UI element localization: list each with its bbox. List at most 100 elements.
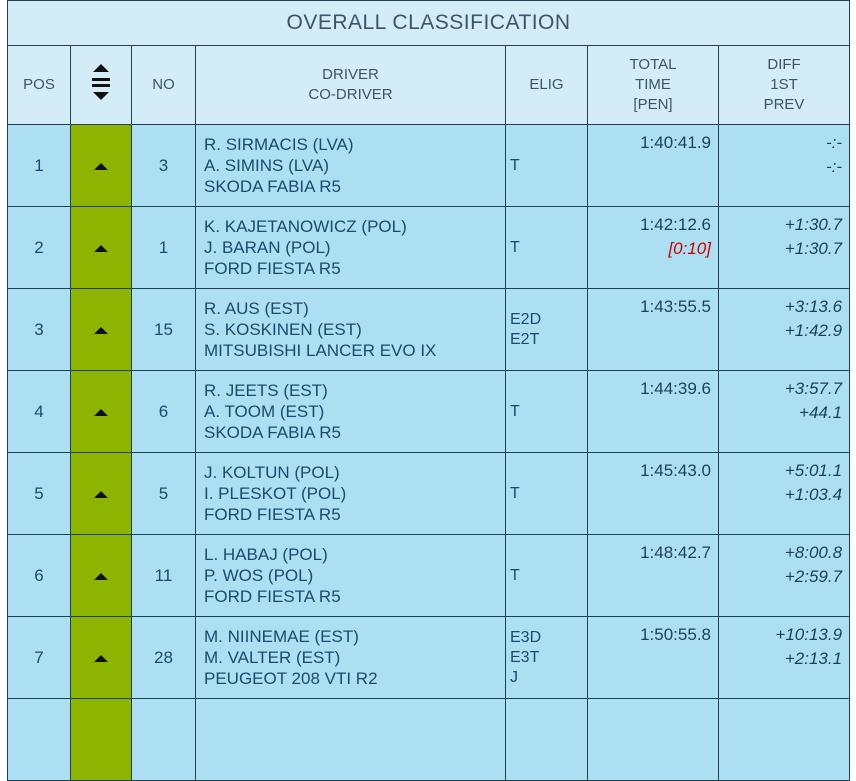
result-row: 2 1 K. KAJETANOWICZ (POL) J. BARAN (POL) FOR…: [7, 206, 851, 289]
crew: M. NIINEMAE (EST) M. VALTER (EST) PEUGEOT …: [195, 616, 506, 699]
position-change: [70, 288, 132, 371]
crew: J. KOLTUN (POL) I. PLESKOT (POL) FORD FIES…: [195, 452, 506, 535]
position-change: [70, 370, 132, 453]
text-line: -:-: [826, 157, 843, 176]
result-row: 7 28 M. NIINEMAE (EST) M. VALTER (EST) PEUGE…: [7, 616, 851, 699]
cell: [195, 698, 506, 781]
text-line: FORD FIESTA R5: [204, 587, 341, 606]
car-number: 5: [131, 452, 196, 535]
text-line: +1:30.7: [784, 215, 843, 234]
time-value: 1:44:39.6: [640, 379, 711, 398]
sort-icon-part: [93, 64, 109, 72]
car-number: 3: [131, 124, 196, 207]
text-line: T: [510, 484, 520, 502]
car-number: 15: [131, 288, 196, 371]
result-row: 4 6 R. JEETS (EST) A. TOOM (EST) SKODA FABIA…: [7, 370, 851, 453]
text-line: T: [510, 238, 520, 256]
column-header: ELIG: [505, 45, 588, 125]
text-line: PEUGEOT 208 VTI R2: [204, 669, 378, 688]
total-time: 1:42:12.6 [0:10]: [587, 206, 719, 289]
text-line: -:-: [826, 133, 843, 152]
difference: +1:30.7 +1:30.7: [717, 206, 851, 289]
crew: K. KAJETANOWICZ (POL) J. BARAN (POL) FORD …: [195, 206, 506, 289]
text-line: E3T: [510, 648, 540, 666]
time-value: 1:48:42.7: [640, 543, 711, 562]
text-line: R. SIRMACIS (LVA): [204, 135, 354, 154]
eligibility: T: [505, 452, 588, 535]
text-line: M. VALTER (EST): [204, 648, 341, 667]
cell: [7, 698, 71, 781]
column-header-row: POS NO DRIVER CO-DRIVER ELIG TOTAL TIME [PEN] DI…: [7, 45, 851, 125]
text-line: T: [510, 402, 520, 420]
difference: +3:13.6 +1:42.9: [717, 288, 851, 371]
text-line: T: [510, 566, 520, 584]
text-line: +2:13.1: [784, 649, 843, 668]
time-value: 1:45:43.0: [640, 461, 711, 480]
text-line: R. JEETS (EST): [204, 381, 328, 400]
column-header: DRIVER CO-DRIVER: [195, 45, 506, 125]
result-row: 6 11 L. HABAJ (POL) P. WOS (POL) FORD FIESTA…: [7, 534, 851, 617]
time-value: 1:42:12.6: [640, 215, 711, 234]
crew: R. JEETS (EST) A. TOOM (EST) SKODA FABIA R…: [195, 370, 506, 453]
text-line: J. BARAN (POL): [204, 238, 331, 257]
position: 2: [7, 206, 71, 289]
text-line: A. TOOM (EST): [204, 402, 325, 421]
total-time: 1:44:39.6: [587, 370, 719, 453]
result-row: 5 5 J. KOLTUN (POL) I. PLESKOT (POL) FORD FI…: [7, 452, 851, 535]
text-line: NO: [152, 76, 175, 93]
crew: L. HABAJ (POL) P. WOS (POL) FORD FIESTA R5: [195, 534, 506, 617]
text-line: MITSUBISHI LANCER EVO IX: [204, 341, 437, 360]
text-line: +3:57.7: [784, 379, 843, 398]
total-time: 1:48:42.7: [587, 534, 719, 617]
text-line: DRIVER: [322, 66, 379, 83]
eligibility: E3D E3T J: [505, 616, 588, 699]
position: 4: [7, 370, 71, 453]
text-line: DIFF: [767, 56, 801, 73]
text-line: T: [510, 156, 520, 174]
eligibility: T: [505, 534, 588, 617]
cell: [70, 698, 132, 781]
up-arrow: [94, 572, 108, 580]
table-head: OVERALL CLASSIFICATION POS NO DRIVER CO-DRI…: [6, 0, 851, 125]
time-value: 1:43:55.5: [640, 297, 711, 316]
result-row: 1 3 R. SIRMACIS (LVA) A. SIMINS (LVA) SKODA …: [7, 124, 851, 207]
total-time: 1:45:43.0: [587, 452, 719, 535]
text-line: S. KOSKINEN (EST): [204, 320, 362, 339]
eligibility: E2D E2T: [505, 288, 588, 371]
text-line: 1ST: [770, 76, 798, 93]
text-line: FORD FIESTA R5: [204, 259, 341, 278]
text-line: +5:01.1: [784, 461, 843, 480]
result-row: 3 15 R. AUS (EST) S. KOSKINEN (EST) MITSUBIS…: [7, 288, 851, 371]
text-line: L. HABAJ (POL): [204, 545, 328, 564]
up-arrow-part: [94, 408, 108, 416]
text-line: +1:30.7: [784, 239, 843, 258]
text-line: FORD FIESTA R5: [204, 505, 341, 524]
time-value: 1:50:55.8: [640, 625, 711, 644]
text-line: J. KOLTUN (POL): [204, 463, 340, 482]
cell: [131, 698, 196, 781]
eligibility: T: [505, 206, 588, 289]
crew: R. SIRMACIS (LVA) A. SIMINS (LVA) SKODA FA…: [195, 124, 506, 207]
difference: +8:00.8 +2:59.7: [717, 534, 851, 617]
body: OVERALL CLASSIFICATION POS NO DRIVER CO-DRI…: [6, 0, 851, 781]
difference: +3:57.7 +44.1: [717, 370, 851, 453]
text-line: TIME: [635, 76, 671, 93]
position: 5: [7, 452, 71, 535]
cell: [505, 698, 588, 781]
text-line: +1:03.4: [784, 485, 843, 504]
up-arrow: [94, 162, 108, 170]
text-line: +2:59.7: [784, 567, 843, 586]
column-header: NO: [131, 45, 196, 125]
column-header: DIFF 1ST PREV: [717, 45, 851, 125]
up-arrow-part: [94, 162, 108, 170]
car-number: 1: [131, 206, 196, 289]
text-line: SKODA FABIA R5: [204, 423, 342, 442]
text-line: R. AUS (EST): [204, 299, 309, 318]
position: 7: [7, 616, 71, 699]
cell: [717, 698, 851, 781]
up-arrow: [94, 326, 108, 334]
eligibility: T: [505, 370, 588, 453]
difference: +5:01.1 +1:03.4: [717, 452, 851, 535]
position: 1: [7, 124, 71, 207]
up-arrow-part: [94, 326, 108, 334]
